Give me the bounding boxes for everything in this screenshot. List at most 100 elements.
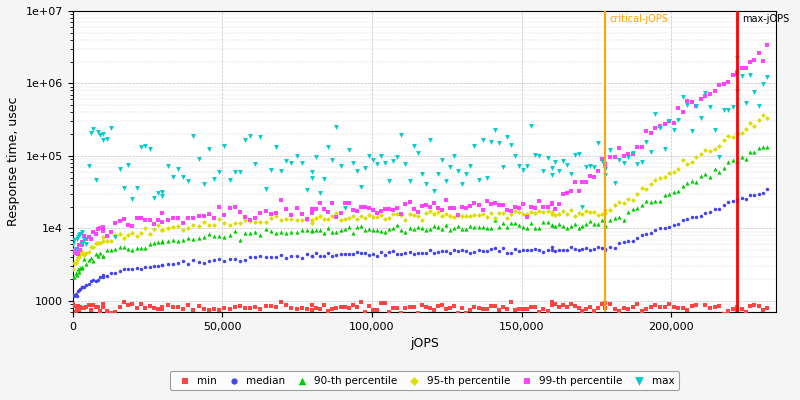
95-th percentile	[468, 212, 481, 218]
95-th percentile	[452, 212, 465, 218]
max	[78, 237, 90, 243]
median	[608, 244, 621, 251]
median	[73, 287, 86, 294]
median	[631, 235, 644, 242]
min	[318, 302, 330, 308]
90-th percentile	[488, 217, 501, 224]
min	[546, 298, 558, 305]
90-th percentile	[726, 157, 739, 164]
95-th percentile	[109, 232, 122, 238]
max	[223, 177, 236, 183]
90-th percentile	[314, 227, 326, 234]
95-th percentile	[290, 217, 303, 224]
99-th percentile	[156, 210, 169, 216]
max	[218, 142, 230, 149]
median	[546, 244, 558, 251]
median	[464, 250, 477, 256]
max	[301, 186, 314, 193]
99-th percentile	[270, 210, 282, 216]
90-th percentile	[265, 228, 278, 234]
99-th percentile	[717, 81, 730, 88]
95-th percentile	[587, 209, 600, 216]
99-th percentile	[362, 204, 375, 211]
median	[208, 257, 221, 264]
90-th percentile	[254, 232, 267, 239]
99-th percentile	[613, 145, 626, 151]
95-th percentile	[513, 209, 526, 215]
90-th percentile	[731, 158, 744, 164]
99-th percentile	[690, 103, 702, 110]
min	[156, 304, 169, 311]
max	[591, 140, 604, 146]
95-th percentile	[171, 223, 184, 230]
min	[202, 307, 215, 313]
99-th percentile	[358, 204, 371, 210]
90-th percentile	[134, 244, 147, 251]
min	[529, 304, 542, 310]
99-th percentile	[464, 202, 477, 209]
min	[484, 302, 497, 309]
median	[310, 250, 322, 256]
max	[96, 137, 109, 144]
max	[358, 165, 371, 172]
median	[101, 273, 114, 279]
90-th percentile	[448, 225, 461, 231]
90-th percentile	[468, 223, 481, 230]
90-th percentile	[143, 241, 156, 247]
max	[708, 126, 721, 133]
max	[395, 131, 408, 138]
95-th percentile	[101, 237, 114, 244]
95-th percentile	[366, 214, 379, 220]
95-th percentile	[147, 226, 160, 232]
95-th percentile	[525, 209, 538, 216]
99-th percentile	[525, 204, 538, 210]
95-th percentile	[274, 217, 287, 223]
min	[505, 298, 518, 305]
median	[572, 247, 585, 253]
90-th percentile	[350, 224, 363, 230]
99-th percentile	[342, 200, 355, 206]
99-th percentile	[378, 206, 391, 212]
95-th percentile	[80, 250, 93, 256]
max	[82, 163, 95, 169]
max	[75, 241, 88, 248]
90-th percentile	[326, 229, 339, 236]
95-th percentile	[182, 224, 194, 231]
90-th percentile	[739, 156, 752, 162]
median	[306, 253, 318, 260]
95-th percentile	[192, 223, 205, 229]
90-th percentile	[126, 247, 139, 253]
99-th percentile	[73, 242, 86, 248]
90-th percentile	[80, 261, 93, 267]
90-th percentile	[584, 218, 597, 224]
90-th percentile	[672, 187, 685, 194]
min	[354, 298, 367, 305]
90-th percentile	[708, 166, 721, 173]
median	[126, 266, 139, 272]
min	[118, 298, 130, 305]
min	[78, 305, 90, 312]
95-th percentile	[301, 217, 314, 223]
95-th percentile	[114, 231, 126, 238]
90-th percentile	[301, 227, 314, 234]
max	[717, 107, 730, 114]
median	[591, 244, 604, 250]
median	[378, 252, 391, 259]
95-th percentile	[456, 213, 469, 220]
99-th percentile	[285, 212, 298, 218]
95-th percentile	[78, 252, 90, 259]
95-th percentile	[739, 126, 752, 132]
median	[322, 250, 334, 256]
99-th percentile	[572, 188, 585, 194]
median	[761, 186, 774, 193]
90-th percentile	[75, 264, 88, 270]
90-th percentile	[66, 274, 79, 280]
95-th percentile	[259, 219, 272, 225]
min	[584, 304, 597, 310]
min	[761, 305, 774, 312]
median	[561, 246, 574, 253]
99-th percentile	[118, 216, 130, 222]
99-th percentile	[546, 200, 558, 206]
95-th percentile	[681, 161, 694, 167]
min	[101, 307, 114, 314]
